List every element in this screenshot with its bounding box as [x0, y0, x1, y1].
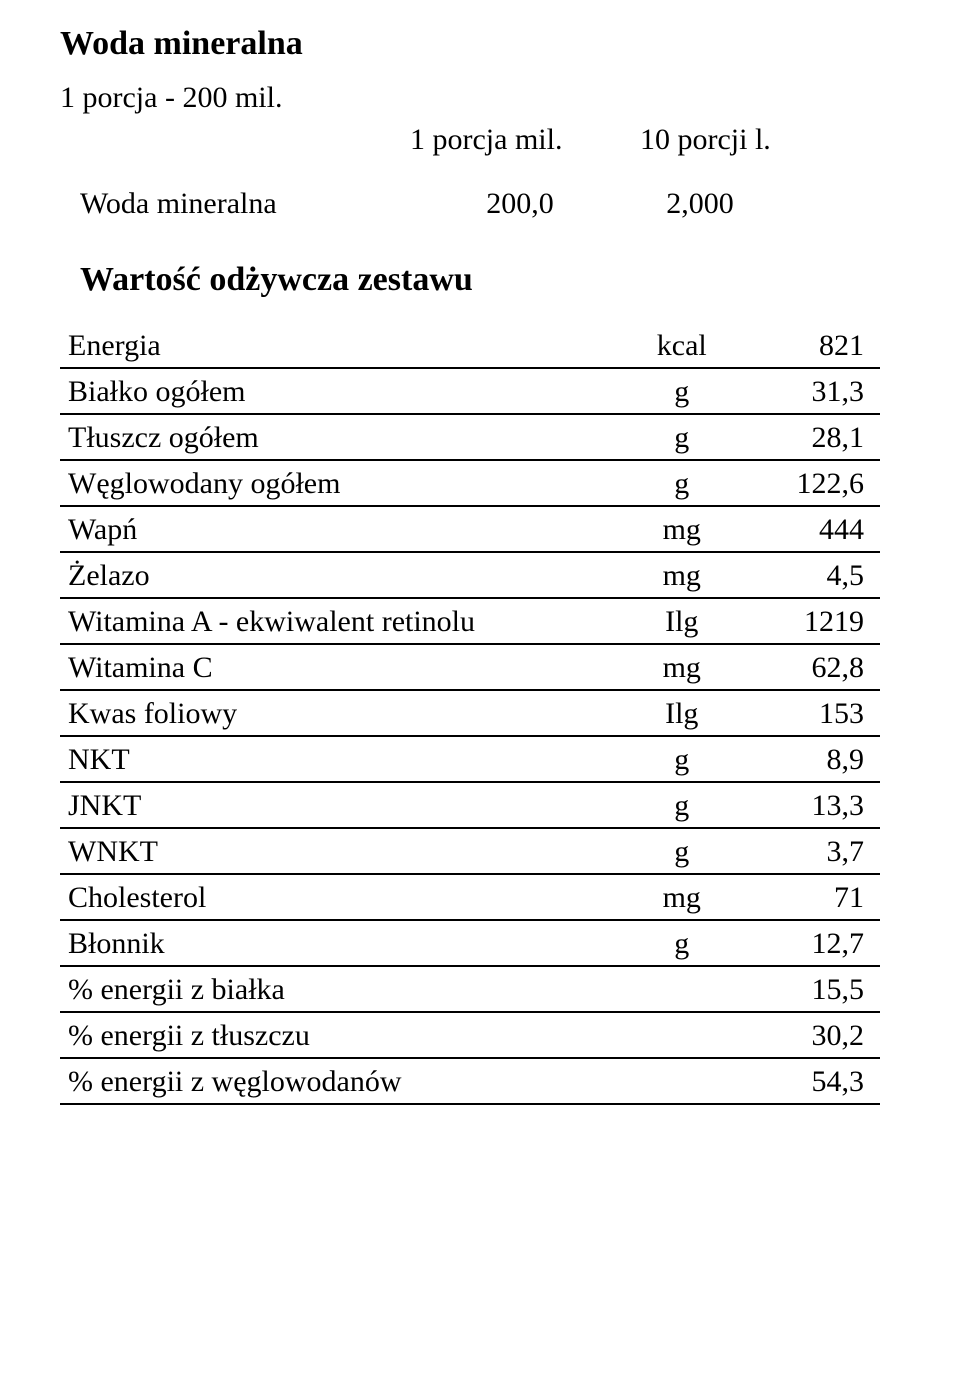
summary-value: 30,2	[742, 1012, 880, 1058]
nutrient-unit: mg	[622, 644, 742, 690]
nutrient-value: 153	[742, 690, 880, 736]
nutrient-name: JNKT	[60, 782, 622, 828]
nutrient-name: Żelazo	[60, 552, 622, 598]
table-row: Cholesterolmg71	[60, 874, 880, 920]
nutrient-unit: kcal	[622, 323, 742, 368]
summary-name: % energii z tłuszczu	[60, 1012, 742, 1058]
table-row: Tłuszcz ogółemg28,1	[60, 414, 880, 460]
portion-header-col2: 10 porcji l.	[640, 123, 870, 157]
ingredient-row: Woda mineralna 200,0 2,000	[60, 187, 900, 221]
table-row: % energii z tłuszczu30,2	[60, 1012, 880, 1058]
nutrient-unit: g	[622, 782, 742, 828]
summary-name: % energii z węglowodanów	[60, 1058, 742, 1104]
nutrient-value: 122,6	[742, 460, 880, 506]
nutrition-section-title: Wartość odżywcza zestawu	[60, 261, 900, 299]
nutrient-value: 1219	[742, 598, 880, 644]
nutrient-value: 3,7	[742, 828, 880, 874]
summary-value: 15,5	[742, 966, 880, 1012]
portion-header-col1: 1 porcja mil.	[410, 123, 640, 157]
nutrient-value: 444	[742, 506, 880, 552]
nutrient-name: NKT	[60, 736, 622, 782]
nutrient-name: Błonnik	[60, 920, 622, 966]
table-row: Białko ogółemg31,3	[60, 368, 880, 414]
nutrient-unit: g	[622, 460, 742, 506]
nutrient-name: Tłuszcz ogółem	[60, 414, 622, 460]
nutrient-unit: g	[622, 736, 742, 782]
table-row: Błonnikg12,7	[60, 920, 880, 966]
table-row: Węglowodany ogółemg122,6	[60, 460, 880, 506]
table-row: Kwas foliowyIlg153	[60, 690, 880, 736]
summary-name: % energii z białka	[60, 966, 742, 1012]
nutrient-name: Witamina C	[60, 644, 622, 690]
portion-header-row: 1 porcja mil. 10 porcji l.	[60, 123, 900, 157]
page-title: Woda mineralna	[60, 25, 900, 63]
table-row: % energii z węglowodanów54,3	[60, 1058, 880, 1104]
nutrient-value: 4,5	[742, 552, 880, 598]
nutrient-value: 31,3	[742, 368, 880, 414]
nutrient-unit: mg	[622, 506, 742, 552]
nutrient-unit: g	[622, 368, 742, 414]
nutrient-unit: mg	[622, 552, 742, 598]
nutrient-value: 821	[742, 323, 880, 368]
table-row: Energiakcal821	[60, 323, 880, 368]
nutrient-name: WNKT	[60, 828, 622, 874]
table-row: NKTg8,9	[60, 736, 880, 782]
nutrition-table: Energiakcal821Białko ogółemg31,3Tłuszcz …	[60, 323, 880, 1105]
nutrient-name: Kwas foliowy	[60, 690, 622, 736]
ingredient-per-10-portions: 2,000	[610, 187, 790, 221]
nutrient-unit: g	[622, 414, 742, 460]
table-row: Wapńmg444	[60, 506, 880, 552]
nutrient-name: Wapń	[60, 506, 622, 552]
table-row: Witamina Cmg62,8	[60, 644, 880, 690]
nutrient-unit: Ilg	[622, 690, 742, 736]
nutrient-value: 71	[742, 874, 880, 920]
nutrient-value: 13,3	[742, 782, 880, 828]
nutrient-unit: Ilg	[622, 598, 742, 644]
nutrient-unit: g	[622, 920, 742, 966]
nutrient-value: 8,9	[742, 736, 880, 782]
nutrient-name: Energia	[60, 323, 622, 368]
nutrient-value: 62,8	[742, 644, 880, 690]
table-row: % energii z białka15,5	[60, 966, 880, 1012]
table-row: Żelazomg4,5	[60, 552, 880, 598]
nutrient-name: Węglowodany ogółem	[60, 460, 622, 506]
nutrient-unit: mg	[622, 874, 742, 920]
ingredient-name: Woda mineralna	[60, 187, 430, 221]
nutrient-unit: g	[622, 828, 742, 874]
portion-line: 1 porcja - 200 mil.	[60, 81, 900, 115]
summary-value: 54,3	[742, 1058, 880, 1104]
table-row: JNKTg13,3	[60, 782, 880, 828]
nutrient-value: 12,7	[742, 920, 880, 966]
nutrient-name: Białko ogółem	[60, 368, 622, 414]
nutrient-value: 28,1	[742, 414, 880, 460]
nutrient-name: Cholesterol	[60, 874, 622, 920]
nutrient-name: Witamina A - ekwiwalent retinolu	[60, 598, 622, 644]
ingredient-per-portion: 200,0	[430, 187, 610, 221]
table-row: WNKTg3,7	[60, 828, 880, 874]
table-row: Witamina A - ekwiwalent retinoluIlg1219	[60, 598, 880, 644]
